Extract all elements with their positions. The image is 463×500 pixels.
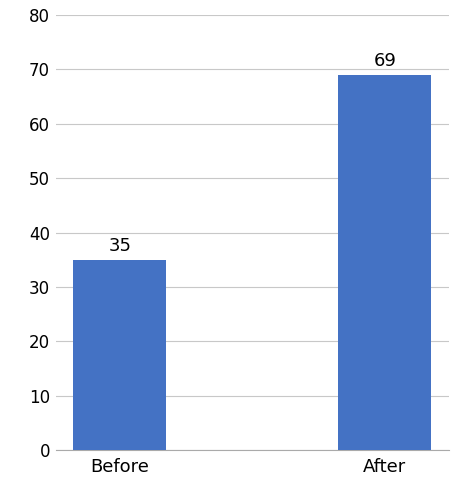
Bar	[338, 75, 431, 450]
Text: 69: 69	[373, 52, 396, 70]
Text: 35: 35	[108, 238, 131, 256]
Bar	[74, 260, 166, 450]
